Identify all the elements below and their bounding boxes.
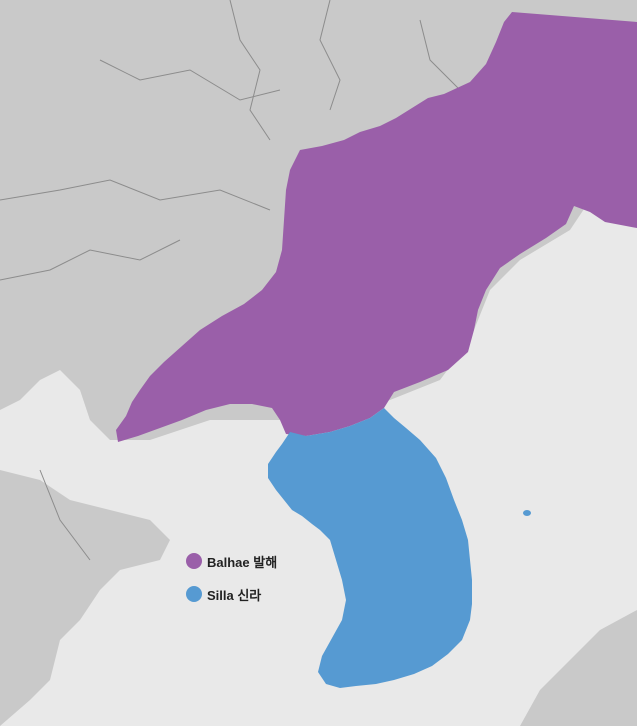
balhae-region — [116, 12, 637, 442]
legend-label-balhae: Balhae 발해 — [207, 554, 278, 570]
shandong-land — [0, 470, 170, 726]
japan-land — [520, 610, 637, 726]
legend-item-silla: Silla 신라 — [186, 583, 277, 605]
river-lines — [0, 0, 461, 561]
ulleungdo-island — [523, 510, 531, 516]
silla-region — [268, 408, 472, 688]
legend-item-balhae: Balhae 발해 — [186, 550, 277, 572]
balhae-swatch-icon — [186, 553, 202, 569]
legend-label-silla: Silla 신라 — [207, 587, 262, 603]
silla-swatch-icon — [186, 586, 202, 602]
legend: Balhae 발해 Silla 신라 — [186, 550, 277, 616]
